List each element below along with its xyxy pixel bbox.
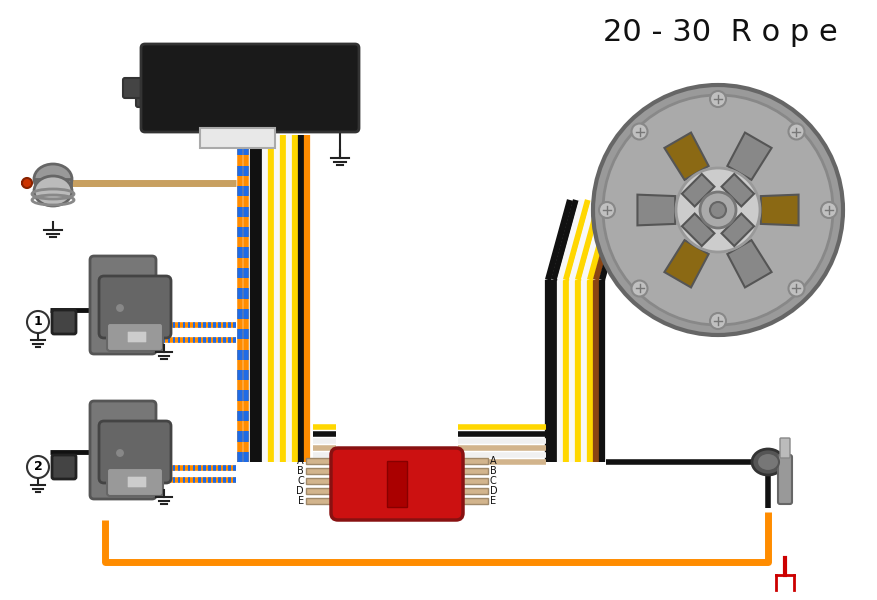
Bar <box>200 128 275 148</box>
Text: E: E <box>297 496 303 506</box>
Text: A: A <box>297 456 303 466</box>
Text: 20 - 30  R o p e: 20 - 30 R o p e <box>602 18 837 47</box>
FancyBboxPatch shape <box>52 455 76 479</box>
Circle shape <box>602 95 832 325</box>
FancyBboxPatch shape <box>777 455 791 504</box>
Polygon shape <box>681 174 714 206</box>
Circle shape <box>788 124 803 140</box>
Bar <box>306 468 336 474</box>
FancyBboxPatch shape <box>136 83 158 107</box>
Bar <box>35 179 71 191</box>
FancyBboxPatch shape <box>127 331 146 343</box>
Bar <box>458 458 488 464</box>
FancyBboxPatch shape <box>141 44 359 132</box>
Polygon shape <box>721 214 753 246</box>
Polygon shape <box>726 240 771 287</box>
Text: A: A <box>489 456 496 466</box>
Circle shape <box>631 280 646 296</box>
Bar <box>458 468 488 474</box>
FancyBboxPatch shape <box>123 78 142 98</box>
FancyBboxPatch shape <box>107 468 163 496</box>
Circle shape <box>27 456 49 478</box>
Polygon shape <box>721 174 753 206</box>
Text: B: B <box>489 466 496 476</box>
Circle shape <box>709 91 725 107</box>
Circle shape <box>27 311 49 333</box>
Polygon shape <box>637 194 674 226</box>
Circle shape <box>699 192 735 228</box>
Polygon shape <box>726 133 771 180</box>
Ellipse shape <box>34 176 72 206</box>
Bar <box>306 458 336 464</box>
Circle shape <box>22 178 32 188</box>
Text: C: C <box>489 476 496 486</box>
Text: 1: 1 <box>33 316 42 328</box>
Circle shape <box>598 202 614 218</box>
Bar <box>306 478 336 484</box>
Bar <box>458 478 488 484</box>
Circle shape <box>709 202 725 218</box>
Text: D: D <box>296 486 303 496</box>
FancyBboxPatch shape <box>779 438 789 458</box>
Ellipse shape <box>751 449 783 475</box>
Polygon shape <box>681 214 714 246</box>
FancyBboxPatch shape <box>90 256 156 354</box>
Bar <box>306 498 336 504</box>
FancyBboxPatch shape <box>52 310 76 334</box>
Polygon shape <box>760 194 798 226</box>
Circle shape <box>820 202 836 218</box>
Bar <box>458 488 488 494</box>
Circle shape <box>709 313 725 329</box>
Circle shape <box>109 442 131 464</box>
Ellipse shape <box>756 453 778 471</box>
Polygon shape <box>664 240 708 287</box>
Ellipse shape <box>34 164 72 194</box>
FancyBboxPatch shape <box>99 421 171 483</box>
Text: B: B <box>297 466 303 476</box>
FancyBboxPatch shape <box>107 323 163 351</box>
Text: C: C <box>297 476 303 486</box>
Circle shape <box>109 297 131 319</box>
FancyBboxPatch shape <box>127 476 146 488</box>
Bar <box>387 461 407 507</box>
Circle shape <box>788 280 803 296</box>
Bar <box>458 498 488 504</box>
Circle shape <box>675 168 759 252</box>
FancyBboxPatch shape <box>99 276 171 338</box>
Bar <box>306 488 336 494</box>
Text: D: D <box>489 486 497 496</box>
Circle shape <box>592 85 842 335</box>
Circle shape <box>631 124 646 140</box>
Circle shape <box>115 303 125 313</box>
Circle shape <box>115 448 125 458</box>
FancyBboxPatch shape <box>331 448 462 520</box>
Text: E: E <box>489 496 496 506</box>
Text: 2: 2 <box>33 461 42 473</box>
Polygon shape <box>664 133 708 180</box>
FancyBboxPatch shape <box>90 401 156 499</box>
